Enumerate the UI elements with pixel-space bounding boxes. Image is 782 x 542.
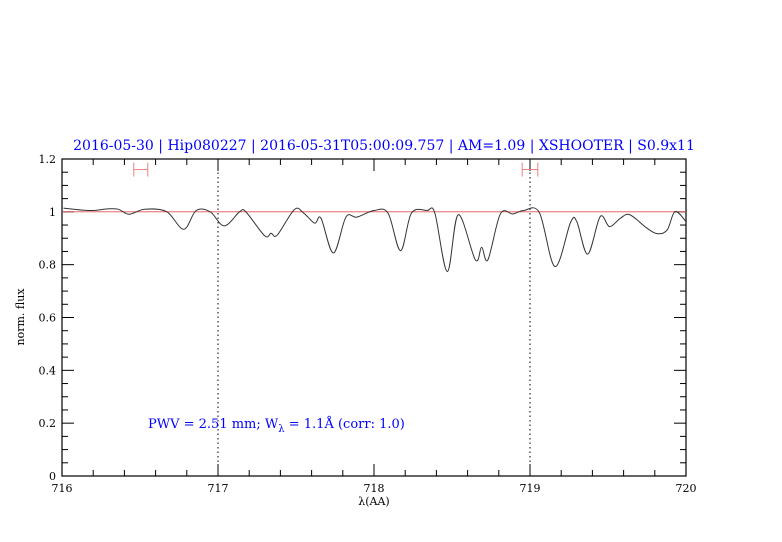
x-tick-label: 716 [52,482,73,495]
annotation-suffix: = 1.1Å (corr: 1.0) [285,416,405,432]
x-tick-label: 717 [208,482,229,495]
y-tick-label: 0 [49,470,56,483]
y-tick-label: 0.2 [39,417,57,430]
y-tick-label: 0.4 [39,364,57,377]
x-tick-label: 718 [364,482,385,495]
annotation-subscript: λ [278,424,285,435]
y-tick-label: 1 [49,206,56,219]
y-tick-label: 1.2 [39,153,57,166]
chart-title: 2016-05-30 | Hip080227 | 2016-05-31T05:0… [73,138,695,154]
y-tick-label: 0.8 [39,259,57,272]
spectrum-line [63,207,687,273]
pwv-annotation: PWV = 2.51 mm; Wλ = 1.1Å (corr: 1.0) [148,416,405,435]
x-tick-label: 720 [676,482,697,495]
y-tick-label: 0.6 [39,312,57,325]
x-axis-label: λ(AA) [358,495,389,508]
annotation-prefix: PWV = 2.51 mm; W [148,417,279,432]
y-axis-label: norm. flux [14,288,27,346]
x-tick-label: 719 [520,482,541,495]
